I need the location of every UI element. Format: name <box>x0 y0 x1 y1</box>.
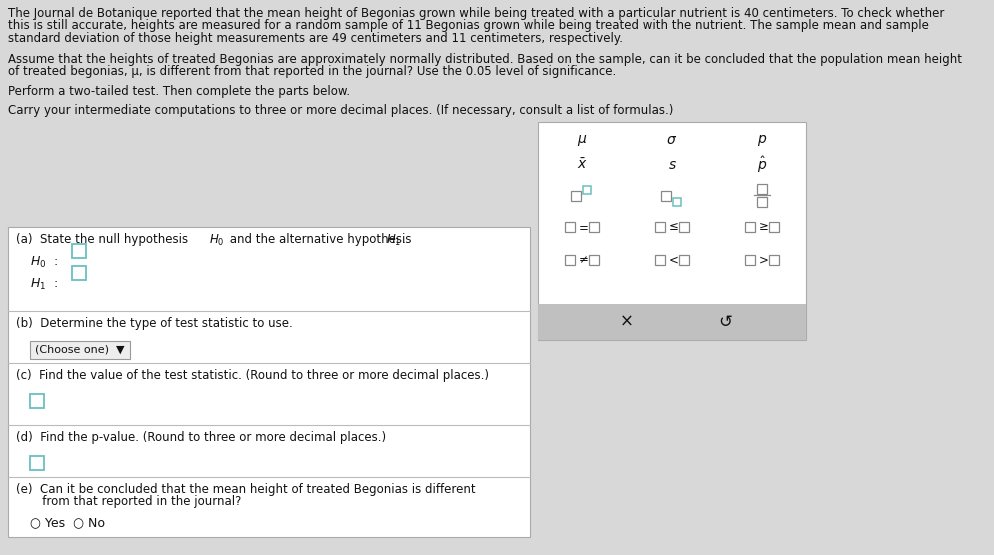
Text: $=$: $=$ <box>575 220 587 234</box>
Text: $H_1$  :: $H_1$ : <box>30 277 58 292</box>
Text: $s$: $s$ <box>667 158 676 172</box>
FancyBboxPatch shape <box>588 221 598 233</box>
FancyBboxPatch shape <box>30 341 130 359</box>
FancyBboxPatch shape <box>30 393 44 407</box>
FancyBboxPatch shape <box>756 196 766 208</box>
FancyBboxPatch shape <box>582 186 590 194</box>
FancyBboxPatch shape <box>571 191 580 201</box>
FancyBboxPatch shape <box>565 221 575 233</box>
Text: (a)  State the null hypothesis: (a) State the null hypothesis <box>16 233 192 246</box>
Text: $\mu$: $\mu$ <box>577 133 586 148</box>
Text: $H_0$: $H_0$ <box>209 233 225 248</box>
FancyBboxPatch shape <box>744 221 754 233</box>
Text: of treated begonias, μ, is different from that reported in the journal? Use the : of treated begonias, μ, is different fro… <box>8 65 615 78</box>
Text: $\leq$: $\leq$ <box>665 220 678 234</box>
Text: from that reported in the journal?: from that reported in the journal? <box>16 496 242 508</box>
Text: ×: × <box>619 313 633 331</box>
FancyBboxPatch shape <box>768 255 778 265</box>
Text: $H_0$  :: $H_0$ : <box>30 255 58 270</box>
Text: .: . <box>402 233 406 246</box>
FancyBboxPatch shape <box>678 255 689 265</box>
Text: ○ Yes  ○ No: ○ Yes ○ No <box>30 516 105 529</box>
FancyBboxPatch shape <box>8 227 530 537</box>
FancyBboxPatch shape <box>72 265 85 280</box>
Text: $p$: $p$ <box>756 133 766 148</box>
Text: (Choose one)  ▼: (Choose one) ▼ <box>35 345 124 355</box>
Text: $>$: $>$ <box>754 254 767 266</box>
FancyBboxPatch shape <box>565 255 575 265</box>
FancyBboxPatch shape <box>744 255 754 265</box>
FancyBboxPatch shape <box>678 221 689 233</box>
Text: Assume that the heights of treated Begonias are approximately normally distribut: Assume that the heights of treated Begon… <box>8 53 961 65</box>
Text: Perform a two-tailed test. Then complete the parts below.: Perform a two-tailed test. Then complete… <box>8 85 350 98</box>
Text: standard deviation of those height measurements are 49 centimeters and 11 centim: standard deviation of those height measu… <box>8 32 622 45</box>
Text: $\geq$: $\geq$ <box>754 220 767 234</box>
Text: $\sigma$: $\sigma$ <box>666 133 677 147</box>
FancyBboxPatch shape <box>768 221 778 233</box>
FancyBboxPatch shape <box>672 198 681 206</box>
Text: (b)  Determine the type of test statistic to use.: (b) Determine the type of test statistic… <box>16 317 292 330</box>
FancyBboxPatch shape <box>654 221 665 233</box>
Text: $H_1$: $H_1$ <box>386 233 401 248</box>
FancyBboxPatch shape <box>72 244 85 258</box>
Text: this is still accurate, heights are measured for a random sample of 11 Begonias : this is still accurate, heights are meas… <box>8 19 928 33</box>
Text: Carry your intermediate computations to three or more decimal places. (If necess: Carry your intermediate computations to … <box>8 104 673 117</box>
Text: $\hat{p}$: $\hat{p}$ <box>756 155 766 175</box>
Text: $\bar{x}$: $\bar{x}$ <box>577 158 586 173</box>
Text: The Journal de Botanique reported that the mean height of Begonias grown while b: The Journal de Botanique reported that t… <box>8 7 943 20</box>
Text: (e)  Can it be concluded that the mean height of treated Begonias is different: (e) Can it be concluded that the mean he… <box>16 483 475 496</box>
FancyBboxPatch shape <box>30 456 44 470</box>
FancyBboxPatch shape <box>538 122 805 340</box>
Text: (c)  Find the value of the test statistic. (Round to three or more decimal place: (c) Find the value of the test statistic… <box>16 369 488 382</box>
Text: $<$: $<$ <box>665 254 678 266</box>
Text: (d)  Find the p-value. (Round to three or more decimal places.): (d) Find the p-value. (Round to three or… <box>16 431 386 444</box>
Text: and the alternative hypothesis: and the alternative hypothesis <box>226 233 414 246</box>
FancyBboxPatch shape <box>756 184 766 194</box>
Text: ↺: ↺ <box>718 313 732 331</box>
Bar <box>538 304 805 340</box>
Text: $\neq$: $\neq$ <box>575 254 587 266</box>
FancyBboxPatch shape <box>660 191 671 201</box>
FancyBboxPatch shape <box>588 255 598 265</box>
FancyBboxPatch shape <box>654 255 665 265</box>
